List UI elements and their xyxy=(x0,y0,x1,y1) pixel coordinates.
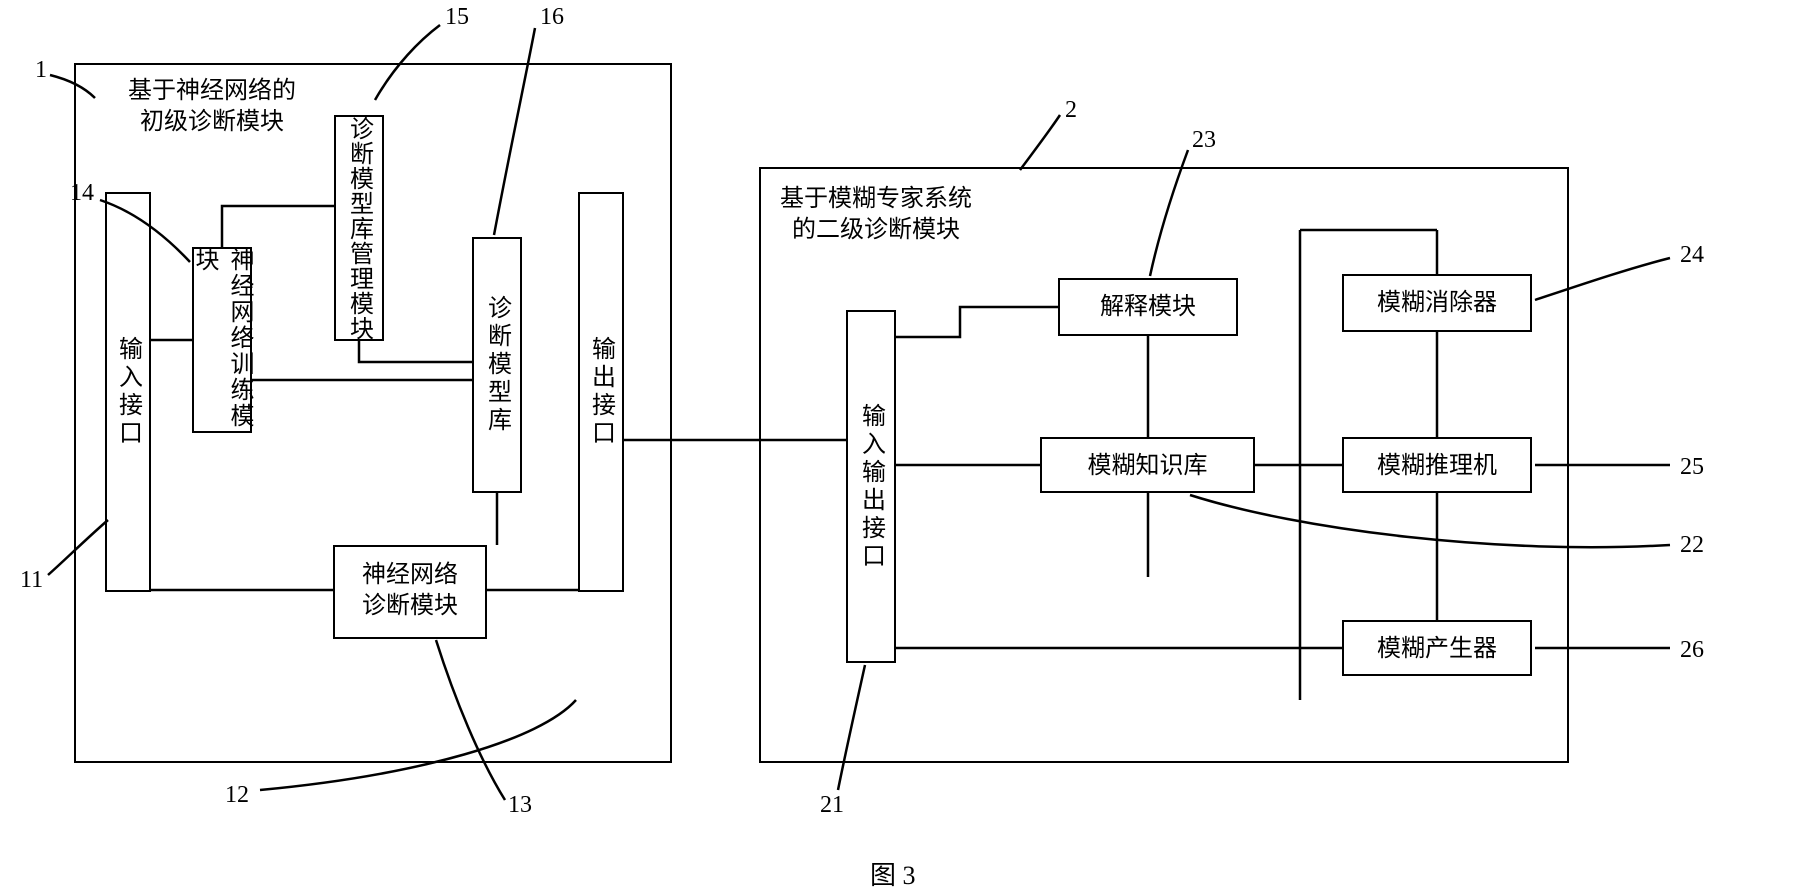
module1-title-line1: 基于神经网络的 xyxy=(128,78,296,104)
ref-16: 16 xyxy=(540,2,564,33)
ref-11: 11 xyxy=(20,565,43,596)
module1-title: 基于神经网络的 初级诊断模块 xyxy=(128,76,296,138)
ref-24: 24 xyxy=(1680,240,1704,271)
module2-title-line1: 基于模糊专家系统 xyxy=(780,186,972,212)
ref-2: 2 xyxy=(1065,95,1077,126)
infer-label: 模糊推理机 xyxy=(1342,451,1532,482)
output-interface-label: 输出接口 xyxy=(578,192,624,592)
nn-diag-label: 神经网络 诊断模块 xyxy=(333,560,487,622)
model-lib-label: 诊断模型库 xyxy=(472,237,522,493)
nn-diag-line1: 神经网络 xyxy=(362,562,458,588)
ref-14: 14 xyxy=(70,178,94,209)
figure-caption: 图 3 xyxy=(870,855,916,892)
ref-25: 25 xyxy=(1680,452,1704,483)
fuzzifier-label: 模糊产生器 xyxy=(1342,634,1532,665)
ref-22: 22 xyxy=(1680,530,1704,561)
fuzzy-kb-label: 模糊知识库 xyxy=(1040,451,1255,482)
ref-26: 26 xyxy=(1680,635,1704,666)
io-interface-label: 输入输出接口 xyxy=(846,310,896,663)
nn-diag-line2: 诊断模块 xyxy=(362,593,458,619)
module2-title-line2: 的二级诊断模块 xyxy=(792,217,960,243)
ref-13: 13 xyxy=(508,790,532,821)
defuzz-label: 模糊消除器 xyxy=(1342,288,1532,319)
ref-21: 21 xyxy=(820,790,844,821)
module1-title-line2: 初级诊断模块 xyxy=(140,109,284,135)
model-mgr-label: 诊断模型库管理模块 xyxy=(334,115,384,341)
ref-1: 1 xyxy=(35,55,47,86)
ref-23: 23 xyxy=(1192,125,1216,156)
ref-15: 15 xyxy=(445,2,469,33)
ref-12: 12 xyxy=(225,780,249,811)
explain-label: 解释模块 xyxy=(1058,292,1238,323)
module2-title: 基于模糊专家系统 的二级诊断模块 xyxy=(780,184,972,246)
input-interface-label: 输入接口 xyxy=(105,192,151,592)
nn-train-label: 神经网络训练模块 xyxy=(192,247,252,433)
